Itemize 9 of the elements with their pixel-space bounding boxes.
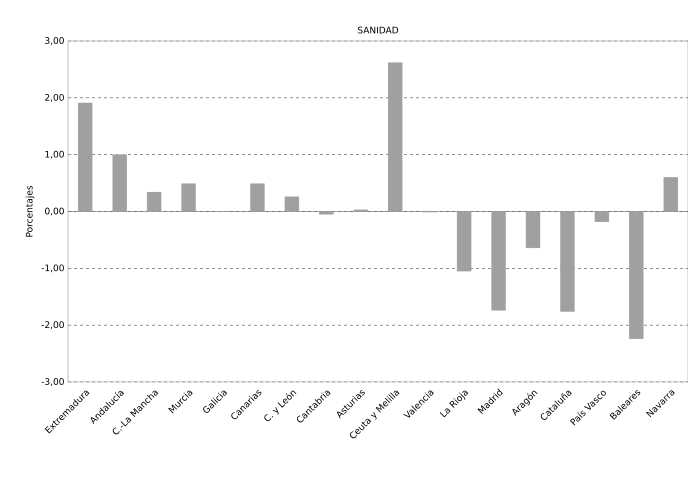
y-tick-label: -1,00 [42,264,64,272]
y-tick-label: -2,00 [42,321,64,330]
y-axis-title: Porcentajes [26,186,34,237]
chart-title: SANIDAD [358,26,398,34]
y-tick-label: 1,00 [45,150,64,159]
y-tick-label: 0,00 [45,208,64,216]
y-tick-label: 3,00 [45,37,64,45]
y-tick-label: -3,00 [42,378,64,386]
y-tick-label: 2,00 [45,94,64,102]
